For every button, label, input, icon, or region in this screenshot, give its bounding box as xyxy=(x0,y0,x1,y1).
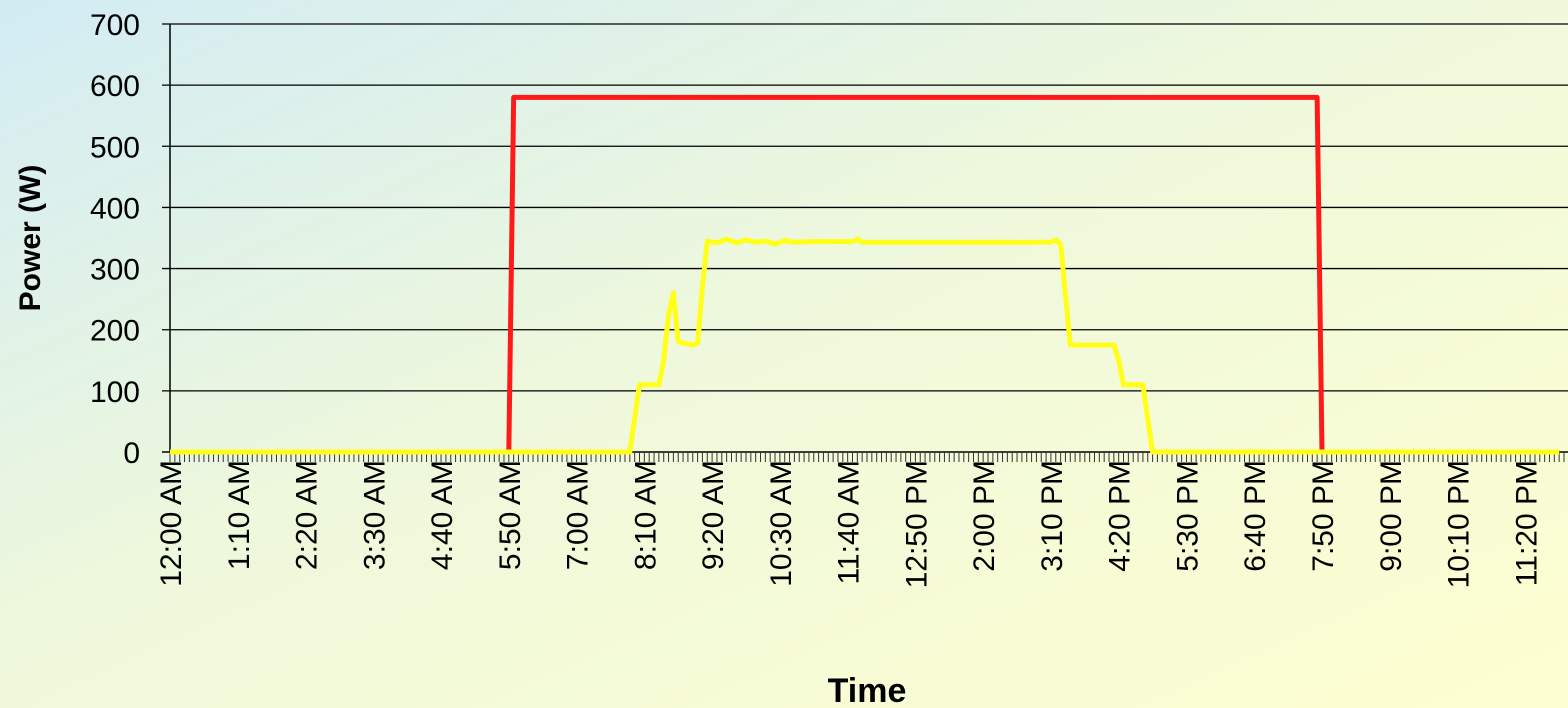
gridlines xyxy=(162,23,1568,392)
series-line-2 xyxy=(170,236,1560,455)
y-tick-label: 0 xyxy=(123,437,140,470)
x-tick-label: 2:00 PM xyxy=(968,460,1001,572)
y-tick-label: 100 xyxy=(90,376,140,409)
x-tick-label: 10:30 AM xyxy=(765,460,798,587)
y-tick-label: 400 xyxy=(90,192,140,225)
x-tick-label: 3:30 AM xyxy=(358,460,391,570)
x-tick-label: 7:00 AM xyxy=(562,460,595,570)
y-tick-labels: 0 100 200 300 400 500 600 700 xyxy=(90,9,140,470)
y-tick-label: 200 xyxy=(90,315,140,348)
x-minor-ticks xyxy=(169,452,1565,462)
x-tick-label: 4:20 PM xyxy=(1104,460,1137,572)
y-tick-label: 500 xyxy=(90,131,140,164)
x-axis-label: Time xyxy=(828,672,907,708)
x-tick-label: 4:40 AM xyxy=(426,460,459,570)
y-tick-label: 300 xyxy=(90,254,140,287)
y-tick-label: 600 xyxy=(90,70,140,103)
series-lines xyxy=(170,94,1560,455)
x-tick-label: 9:00 PM xyxy=(1375,460,1408,572)
x-tick-label: 5:50 AM xyxy=(494,460,527,570)
x-tick-label: 11:20 PM xyxy=(1510,460,1543,586)
x-tick-label: 12:00 AM xyxy=(155,460,188,587)
x-tick-label: 8:10 AM xyxy=(629,460,662,570)
x-tick-label: 3:10 PM xyxy=(1036,460,1069,572)
x-tick-label: 6:40 PM xyxy=(1239,460,1272,572)
x-tick-label: 7:50 PM xyxy=(1307,460,1340,572)
x-tick-label: 11:40 AM xyxy=(833,460,866,585)
x-tick-label: 2:20 AM xyxy=(291,460,324,570)
y-axis-label: Power (W) xyxy=(14,165,47,312)
y-tick-label: 700 xyxy=(90,9,140,42)
x-tick-label: 1:10 AM xyxy=(223,460,256,570)
x-tick-labels: 12:00 AM 1:10 AM 2:20 AM 3:30 AM 4:40 AM 5:50… xyxy=(155,460,1543,588)
x-tick-label: 9:20 AM xyxy=(697,460,730,570)
x-tick-label: 12:50 PM xyxy=(900,460,933,588)
x-tick-label: 10:10 PM xyxy=(1443,460,1476,588)
x-tick-label: 5:30 PM xyxy=(1171,460,1204,572)
